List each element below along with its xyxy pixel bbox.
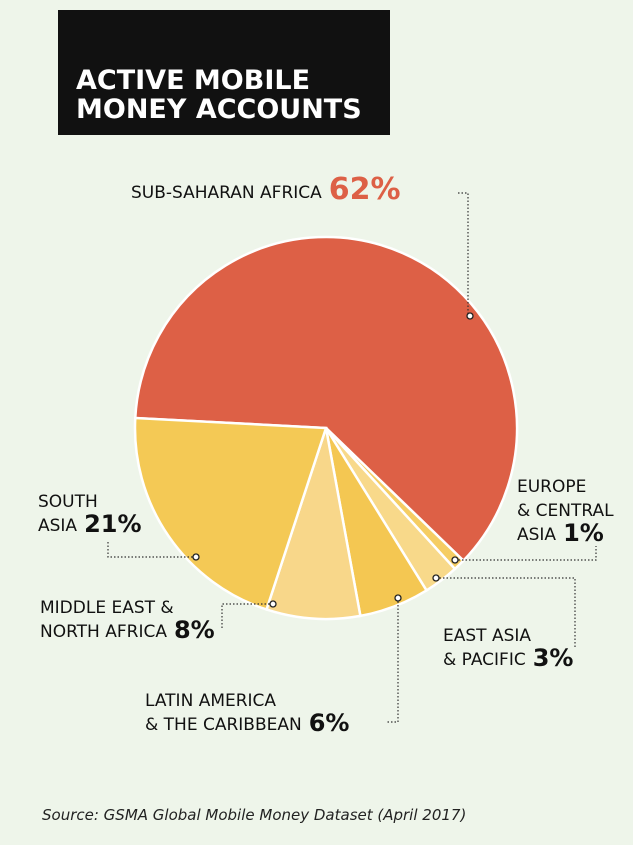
- leader-line: [107, 540, 196, 558]
- leader-dot: [269, 600, 277, 608]
- slice-label: SOUTH ASIA: [38, 492, 103, 536]
- value-label: 1%: [563, 519, 604, 547]
- leader-line: [386, 598, 399, 723]
- source-note: Source: GSMA Global Mobile Money Dataset…: [42, 806, 467, 824]
- leader-dot: [451, 556, 459, 564]
- slice-label: MIDDLE EAST & NORTH AFRICA: [40, 598, 179, 642]
- title-box: [58, 10, 390, 135]
- label-line: ASIA: [38, 516, 77, 536]
- label-line: EAST ASIA: [443, 626, 536, 646]
- label-line: & THE CARIBBEAN: [145, 715, 302, 735]
- slice-label: LATIN AMERICA & THE CARIBBEAN: [145, 691, 302, 735]
- pie-chart: SUB-SAHARAN AFRICA 62% EUROPE & CENTRAL AS…: [38, 172, 619, 737]
- slice-label: EAST ASIA & PACIFIC: [443, 626, 536, 670]
- leader-dot: [192, 553, 200, 561]
- leader-dot: [466, 312, 474, 320]
- label-line: & CENTRAL: [517, 501, 619, 521]
- label-line: SOUTH: [38, 492, 103, 512]
- pie-slice: [264, 427, 362, 621]
- label-line: SUB-SAHARAN AFRICA: [131, 183, 322, 203]
- leader-line: [458, 192, 469, 316]
- label-line: ASIA: [517, 525, 556, 545]
- slice-label: SUB-SAHARAN AFRICA: [131, 183, 322, 203]
- leader-line: [436, 577, 576, 648]
- value-label: 21%: [84, 510, 141, 538]
- value-label: 3%: [533, 644, 574, 672]
- label-line: EUROPE: [517, 477, 592, 497]
- label-line: & PACIFIC: [443, 650, 526, 670]
- label-line: MIDDLE EAST &: [40, 598, 179, 618]
- chart-title: ACTIVE MOBILE MONEY ACCOUNTS: [76, 65, 362, 125]
- value-label: 6%: [309, 709, 350, 737]
- leader-dot: [394, 594, 402, 602]
- value-label: 62%: [329, 172, 401, 207]
- leader-dot: [432, 574, 440, 582]
- leader-line: [455, 546, 597, 561]
- label-line: NORTH AFRICA: [40, 622, 167, 642]
- slice-label: EUROPE & CENTRAL ASIA: [517, 477, 619, 545]
- pie-slice: [133, 235, 519, 563]
- value-label: 8%: [174, 616, 215, 644]
- pie-slice: [133, 416, 328, 612]
- label-line: LATIN AMERICA: [145, 691, 281, 711]
